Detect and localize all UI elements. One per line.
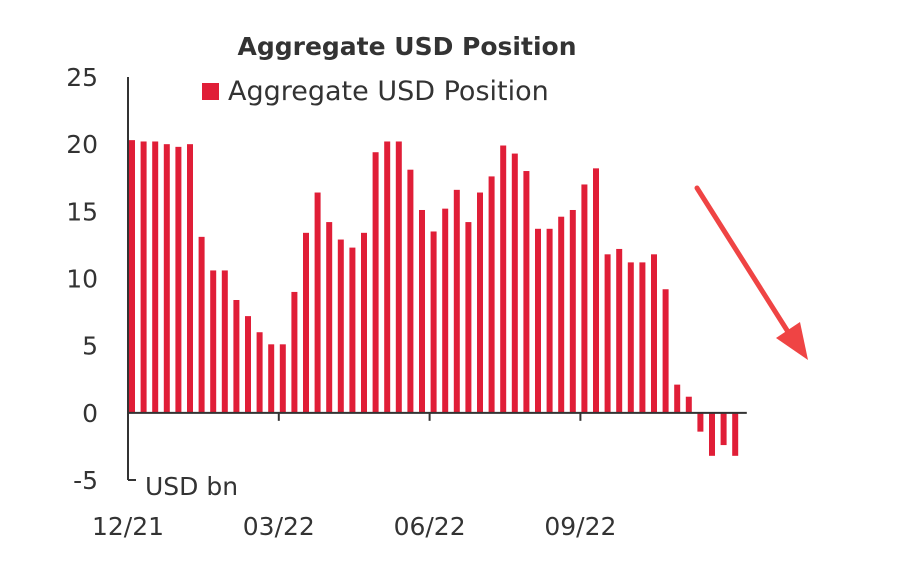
x-tick-label: 09/22 <box>544 512 616 541</box>
bar <box>152 141 159 413</box>
bar <box>581 184 588 413</box>
bar <box>187 144 193 413</box>
bar <box>337 239 344 413</box>
y-tick-label: 20 <box>66 130 98 159</box>
bar <box>569 209 576 413</box>
bar <box>709 412 715 456</box>
bar <box>604 254 611 413</box>
bar <box>639 262 646 413</box>
trend-arrow-shaft <box>694 185 793 338</box>
bar <box>465 222 472 413</box>
x-tick-label: 03/22 <box>243 512 315 541</box>
bar <box>384 141 391 413</box>
bar <box>477 192 483 413</box>
bar <box>732 412 739 456</box>
legend-label: Aggregate USD Position <box>228 76 549 107</box>
bar <box>361 232 367 413</box>
y-tick-label: 25 <box>66 63 98 92</box>
bar <box>303 232 309 413</box>
y-tick-label: 5 <box>82 332 98 361</box>
bar <box>279 344 286 413</box>
bar <box>685 396 692 413</box>
bar <box>593 168 599 413</box>
bar <box>511 153 518 413</box>
bar <box>291 291 298 413</box>
bar <box>210 270 217 413</box>
bar <box>268 344 275 413</box>
bar <box>720 412 727 446</box>
bar <box>326 222 333 413</box>
trend-arrow <box>694 185 808 360</box>
x-tick-label: 06/22 <box>394 512 466 541</box>
unit-label: USD bn <box>145 472 238 501</box>
bar <box>674 384 681 413</box>
bar <box>546 228 553 413</box>
bar <box>442 208 449 413</box>
bar <box>256 332 263 413</box>
bar <box>163 144 170 413</box>
bar <box>221 270 228 413</box>
y-tick-label: 15 <box>66 197 98 226</box>
x-axis-ticks: 12/21 03/22 06/22 09/22 <box>92 412 616 541</box>
bar <box>245 316 251 413</box>
bar <box>198 236 205 413</box>
bar <box>697 412 704 432</box>
y-tick-label: 0 <box>82 399 98 428</box>
bar <box>500 145 507 413</box>
legend-swatch <box>202 83 219 100</box>
y-tick-label: 10 <box>66 265 98 294</box>
bar-series <box>129 140 739 456</box>
bar <box>129 140 135 413</box>
bar <box>662 289 669 413</box>
bar <box>523 171 530 413</box>
chart-title: Aggregate USD Position <box>237 32 576 61</box>
bar <box>616 248 623 413</box>
trend-arrow-head <box>776 322 808 360</box>
bar <box>453 189 460 413</box>
bar <box>651 254 657 413</box>
bar <box>372 152 379 413</box>
x-tick-label: 12/21 <box>92 512 164 541</box>
bar <box>140 141 147 413</box>
bar <box>535 228 541 413</box>
bar <box>488 176 495 413</box>
bar <box>395 141 402 413</box>
bar <box>349 247 356 413</box>
y-tick-label: -5 <box>73 466 98 495</box>
y-axis-ticks: 25 20 15 10 5 0 -5 <box>66 63 98 495</box>
bar <box>430 231 437 413</box>
legend: Aggregate USD Position <box>202 76 549 107</box>
bar <box>314 192 321 413</box>
bar <box>558 216 565 413</box>
bar <box>419 209 425 413</box>
bar <box>175 146 182 413</box>
bar <box>407 169 414 413</box>
bar <box>627 262 634 413</box>
bar <box>233 299 240 413</box>
